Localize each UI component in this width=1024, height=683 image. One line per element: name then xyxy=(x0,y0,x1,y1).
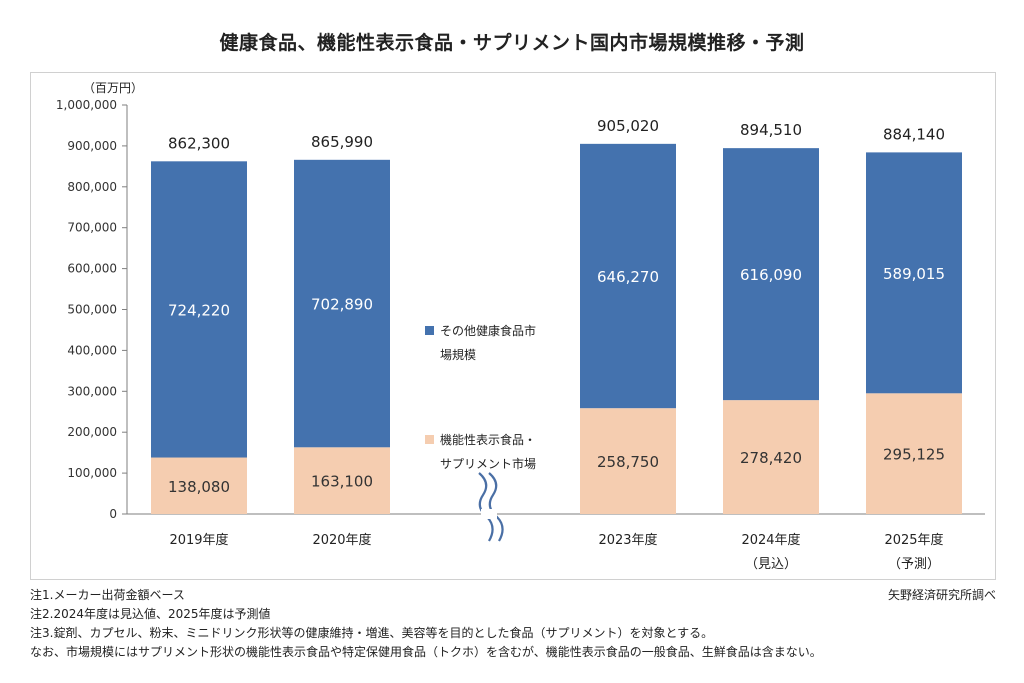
note-1: 注1.メーカー出荷金額ベース xyxy=(30,588,185,602)
axis-break-mark xyxy=(478,472,494,542)
bar-total-label: 905,020 xyxy=(597,117,659,135)
y-tick-label: 800,000 xyxy=(67,180,117,194)
legend-label: 場規模 xyxy=(440,347,476,362)
bar-value-label: 258,750 xyxy=(597,453,659,471)
unit-label: （百万円） xyxy=(83,81,143,95)
y-tick-label: 900,000 xyxy=(67,139,117,153)
x-category-label: 2024年度 xyxy=(741,532,800,548)
y-tick-label: 600,000 xyxy=(67,262,117,276)
bar-segment-functional-supplement xyxy=(294,447,390,514)
bar-value-label: 278,420 xyxy=(740,449,802,467)
bar-segment-other-health-food xyxy=(294,159,390,448)
x-category-sublabel: （見込） xyxy=(745,557,797,572)
legend-label: サプリメント市場 xyxy=(440,456,536,471)
bar-segment-other-health-food xyxy=(723,148,819,401)
axis-break-gap xyxy=(481,509,497,519)
legend-swatch xyxy=(425,435,434,444)
bar-value-label: 646,270 xyxy=(597,268,659,286)
y-tick-label: 1,000,000 xyxy=(56,98,117,112)
y-tick-label: 500,000 xyxy=(67,303,117,317)
bar-segment-functional-supplement xyxy=(151,457,247,514)
bar-segment-other-health-food xyxy=(151,161,247,458)
y-tick-label: 200,000 xyxy=(67,425,117,439)
x-category-sublabel: （予測） xyxy=(888,557,940,572)
legend-label: 機能性表示食品・ xyxy=(440,432,536,447)
bar-segment-functional-supplement xyxy=(866,393,962,514)
x-category-label: 2019年度 xyxy=(169,532,228,548)
bar-value-label: 724,220 xyxy=(168,301,230,319)
chart-svg: （百万円） 0 100,000 200,000 300,000 400,000 500,00… xyxy=(56,81,985,572)
y-tick-label: 400,000 xyxy=(67,343,117,357)
bar-segment-functional-supplement xyxy=(723,400,819,514)
y-tick-label: 100,000 xyxy=(67,466,117,480)
bar-total-label: 894,510 xyxy=(740,121,802,139)
bar-total-label: 865,990 xyxy=(311,133,373,151)
bar-segment-other-health-food xyxy=(866,152,962,394)
bar-segment-functional-supplement xyxy=(580,408,676,514)
y-tick-label: 0 xyxy=(109,507,117,521)
bar-total-label: 884,140 xyxy=(883,125,945,143)
notes-block: 注1.メーカー出荷金額ベース 注2.2024年度は見込値、2025年度は予測値 … xyxy=(30,586,996,662)
source-credit: 矢野経済研究所調べ xyxy=(887,588,996,602)
y-tick-label: 300,000 xyxy=(67,384,117,398)
x-category-label: 2025年度 xyxy=(884,532,943,548)
chart-frame: （百万円） 0 100,000 200,000 300,000 400,000 500,00… xyxy=(30,72,996,580)
x-category-label: 2020年度 xyxy=(312,532,371,548)
bar-value-label: 295,125 xyxy=(883,446,945,464)
bar-total-label: 862,300 xyxy=(168,134,230,152)
note-3: 注3.錠剤、カプセル、粉末、ミニドリンク形状等の健康維持・増進、美容等を目的とし… xyxy=(30,626,714,640)
bar-value-label: 589,015 xyxy=(883,265,945,283)
y-tick-label: 700,000 xyxy=(67,221,117,235)
chart-title: 健康食品、機能性表示食品・サプリメント国内市場規模推移・予測 xyxy=(219,32,805,54)
bar-value-label: 702,890 xyxy=(311,296,373,314)
legend-swatch xyxy=(425,326,434,335)
bar-value-label: 138,080 xyxy=(168,478,230,496)
bar-value-label: 163,100 xyxy=(311,473,373,491)
bar-value-label: 616,090 xyxy=(740,266,802,284)
x-category-label: 2023年度 xyxy=(598,532,657,548)
axis-break-mark xyxy=(488,472,504,542)
note-2: 注2.2024年度は見込値、2025年度は予測値 xyxy=(30,607,271,621)
bar-segment-other-health-food xyxy=(580,143,676,409)
legend-label: その他健康食品市 xyxy=(440,323,536,338)
note-4: なお、市場規模にはサプリメント形状の機能性表示食品や特定保健用食品（トクホ）を含… xyxy=(30,645,822,659)
